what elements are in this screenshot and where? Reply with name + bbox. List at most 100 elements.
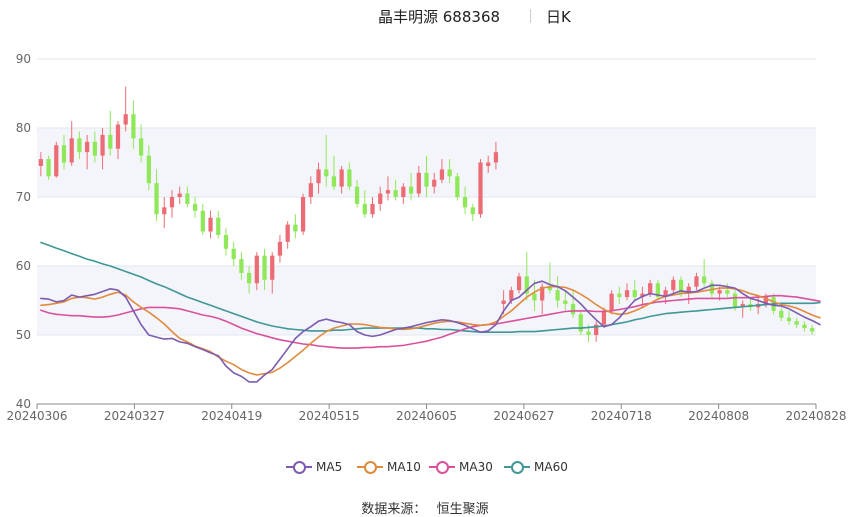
candlestick xyxy=(154,169,159,222)
legend-ma30-label: MA30 xyxy=(459,460,493,474)
candle-body xyxy=(802,324,807,329)
candlestick xyxy=(455,172,460,201)
title-separator xyxy=(530,9,531,23)
candlestick xyxy=(594,321,599,342)
candle-body xyxy=(69,138,74,163)
x-axis: 20240306 20240327 20240419 20240515 20240605… xyxy=(6,403,847,423)
candle-body xyxy=(486,162,491,166)
candlestick xyxy=(54,141,59,178)
candlestick xyxy=(524,252,529,301)
candlestick xyxy=(378,186,383,211)
candle-body xyxy=(223,234,229,249)
ma30-line xyxy=(40,294,821,349)
candle-body xyxy=(316,169,321,184)
candlestick xyxy=(246,266,252,294)
candlestick xyxy=(493,141,499,170)
candle-body xyxy=(54,145,59,177)
candlestick xyxy=(285,221,290,249)
candlestick xyxy=(655,279,661,301)
candle-body xyxy=(185,193,190,204)
candlestick xyxy=(702,259,707,287)
legend-ma5-icon xyxy=(286,460,312,474)
candlestick xyxy=(802,321,807,332)
candlestick xyxy=(177,186,182,204)
candlestick xyxy=(131,100,136,149)
candle-body xyxy=(270,255,275,280)
legend-ma30-icon xyxy=(429,460,455,474)
candle-body xyxy=(609,293,614,311)
candle-body xyxy=(262,255,267,280)
candle-body xyxy=(524,276,529,294)
candle-body xyxy=(786,317,792,322)
candlestick xyxy=(671,276,676,294)
candle-body xyxy=(455,176,460,197)
candle-body xyxy=(740,303,745,308)
candlestick xyxy=(308,176,313,204)
candle-body xyxy=(92,141,97,156)
candle-body xyxy=(601,310,607,325)
candle-body xyxy=(354,186,360,204)
candlestick xyxy=(254,252,259,291)
candlestick xyxy=(216,210,221,239)
candle-body xyxy=(370,203,375,215)
candle-body xyxy=(462,197,468,208)
candle-body xyxy=(385,190,391,194)
candlestick xyxy=(447,159,452,184)
candlestick xyxy=(570,290,576,318)
candlestick xyxy=(169,190,175,218)
source-value: 恒生聚源 xyxy=(436,502,489,517)
candlestick xyxy=(416,165,421,197)
candle-body xyxy=(447,169,452,177)
candle-body xyxy=(439,169,445,180)
x-tick-label: 20240828 xyxy=(785,409,846,423)
candle-body xyxy=(640,293,645,298)
candle-body xyxy=(478,162,483,215)
candle-body xyxy=(393,190,398,197)
candle-body xyxy=(254,255,259,284)
candlestick xyxy=(354,179,360,208)
candle-body xyxy=(293,224,298,232)
candle-body xyxy=(624,290,630,298)
candle-body xyxy=(416,172,421,194)
candlestick xyxy=(324,134,329,187)
period-label: 日K xyxy=(546,8,571,26)
candlestick xyxy=(108,110,113,156)
ma5-line xyxy=(40,280,821,383)
candlestick xyxy=(547,262,553,294)
candlestick xyxy=(162,197,167,229)
candlestick xyxy=(115,121,121,160)
candle-body xyxy=(632,290,637,298)
candlestick xyxy=(185,186,190,208)
candlestick xyxy=(223,228,229,256)
candlestick xyxy=(486,155,491,173)
candle-body xyxy=(578,314,583,332)
candlestick xyxy=(316,162,321,194)
candle-body xyxy=(779,310,784,318)
legend-item-ma5[interactable]: MA5 xyxy=(286,458,342,476)
candlestick xyxy=(239,252,244,280)
legend-item-ma30[interactable]: MA30 xyxy=(429,458,493,476)
legend-item-ma60[interactable]: MA60 xyxy=(504,458,568,476)
candlestick xyxy=(393,179,398,201)
candlestick xyxy=(38,152,43,177)
y-tick-label: 60 xyxy=(16,259,31,273)
legend-item-ma10[interactable]: MA10 xyxy=(357,458,421,476)
candle-body xyxy=(678,279,684,294)
legend-ma5-label: MA5 xyxy=(316,460,343,474)
candle-body xyxy=(46,159,51,177)
candlestick xyxy=(740,300,745,318)
candle-body xyxy=(702,276,707,284)
candle-body xyxy=(139,138,144,156)
candlestick xyxy=(470,203,475,222)
x-tick-label: 20240808 xyxy=(688,409,749,423)
candle-body xyxy=(470,207,475,215)
candlestick xyxy=(779,307,784,322)
candlestick xyxy=(200,203,205,235)
candlestick xyxy=(146,145,151,191)
candle-body xyxy=(686,286,691,294)
x-tick-label: 20240327 xyxy=(104,409,165,423)
candle-body xyxy=(231,248,236,260)
candle-body xyxy=(177,193,182,197)
candle-body xyxy=(663,290,668,298)
